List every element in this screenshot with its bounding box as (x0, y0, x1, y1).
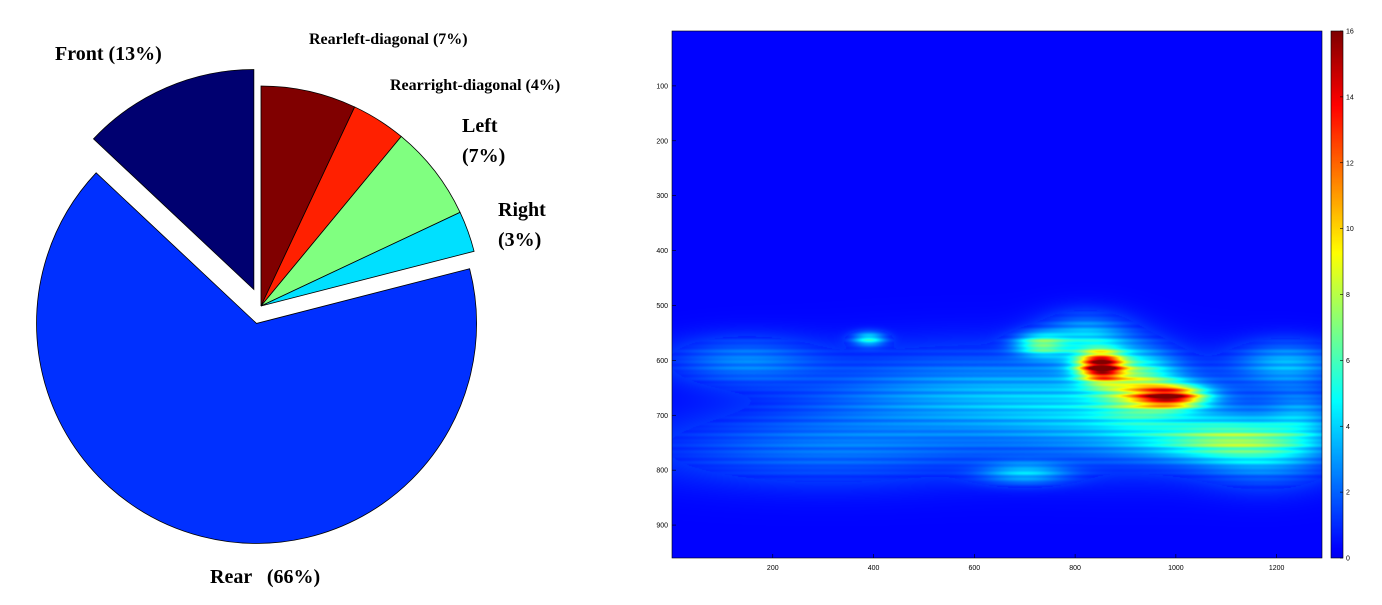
pie-label-rearleft-diagonal: Rearleft-diagonal (7%) (309, 31, 468, 48)
pie-chart: Front (13%) Rearleft-diagonal (7%) Rearr… (36, 31, 560, 588)
x-tick-label: 600 (968, 565, 980, 572)
x-tick-label: 200 (767, 565, 779, 572)
heatmap-frame (671, 30, 1323, 559)
pie-label-rearright-diagonal: Rearright-diagonal (4%) (390, 77, 560, 94)
pie-slice-rear (36, 172, 477, 544)
colorbar-tick-label: 16 (1346, 29, 1354, 36)
colorbar-tick-label: 12 (1346, 160, 1354, 167)
pie-slice-front (92, 69, 255, 291)
y-tick-label: 900 (656, 523, 668, 530)
pie-label-left-pct: (7%) (462, 145, 505, 167)
pie-label-right-name: Right (498, 199, 546, 221)
colorbar-tick-label: 6 (1346, 358, 1350, 365)
pie-label-front: Front (13%) (55, 43, 162, 65)
x-tick-label: 1200 (1269, 565, 1285, 572)
colorbar-tick-label: 0 (1346, 556, 1350, 563)
y-tick-label: 400 (656, 248, 668, 255)
pie-label-rear: Rear (66%) (210, 566, 320, 588)
y-tick-label: 600 (656, 358, 668, 365)
y-tick-label: 500 (656, 303, 668, 310)
pie-slices (36, 69, 477, 544)
colorbar-axis: 0 2 4 6 8 10 12 14 16 (1340, 29, 1354, 563)
y-tick-label: 200 (656, 138, 668, 145)
heatmap-y-axis: 100 200 300 400 500 600 700 800 900 (656, 83, 676, 530)
y-tick-label: 700 (656, 413, 668, 420)
colorbar-tick-label: 8 (1346, 292, 1350, 299)
pie-label-right-pct: (3%) (498, 229, 541, 251)
heatmap-chart: 200 400 600 800 1000 1200 1002003004005006007… (656, 29, 1354, 573)
x-tick-label: 400 (868, 565, 880, 572)
heatmap-plot-area (672, 31, 1322, 558)
pie-label-left-name: Left (462, 115, 498, 137)
x-tick-label: 800 (1069, 565, 1081, 572)
x-tick-label: 1000 (1168, 565, 1184, 572)
colorbar-tick-label: 4 (1346, 424, 1350, 431)
colorbar-tick-label: 2 (1346, 490, 1350, 497)
colorbar-tick-label: 14 (1346, 94, 1354, 101)
pie-slice-right (260, 211, 475, 307)
y-tick-label: 300 (656, 193, 668, 200)
colorbar-tick-label: 10 (1346, 226, 1354, 233)
y-tick-label: 800 (656, 468, 668, 475)
y-tick-label: 100 (656, 83, 668, 90)
heatmap-x-axis: 200 400 600 800 1000 1200 (767, 554, 1285, 572)
